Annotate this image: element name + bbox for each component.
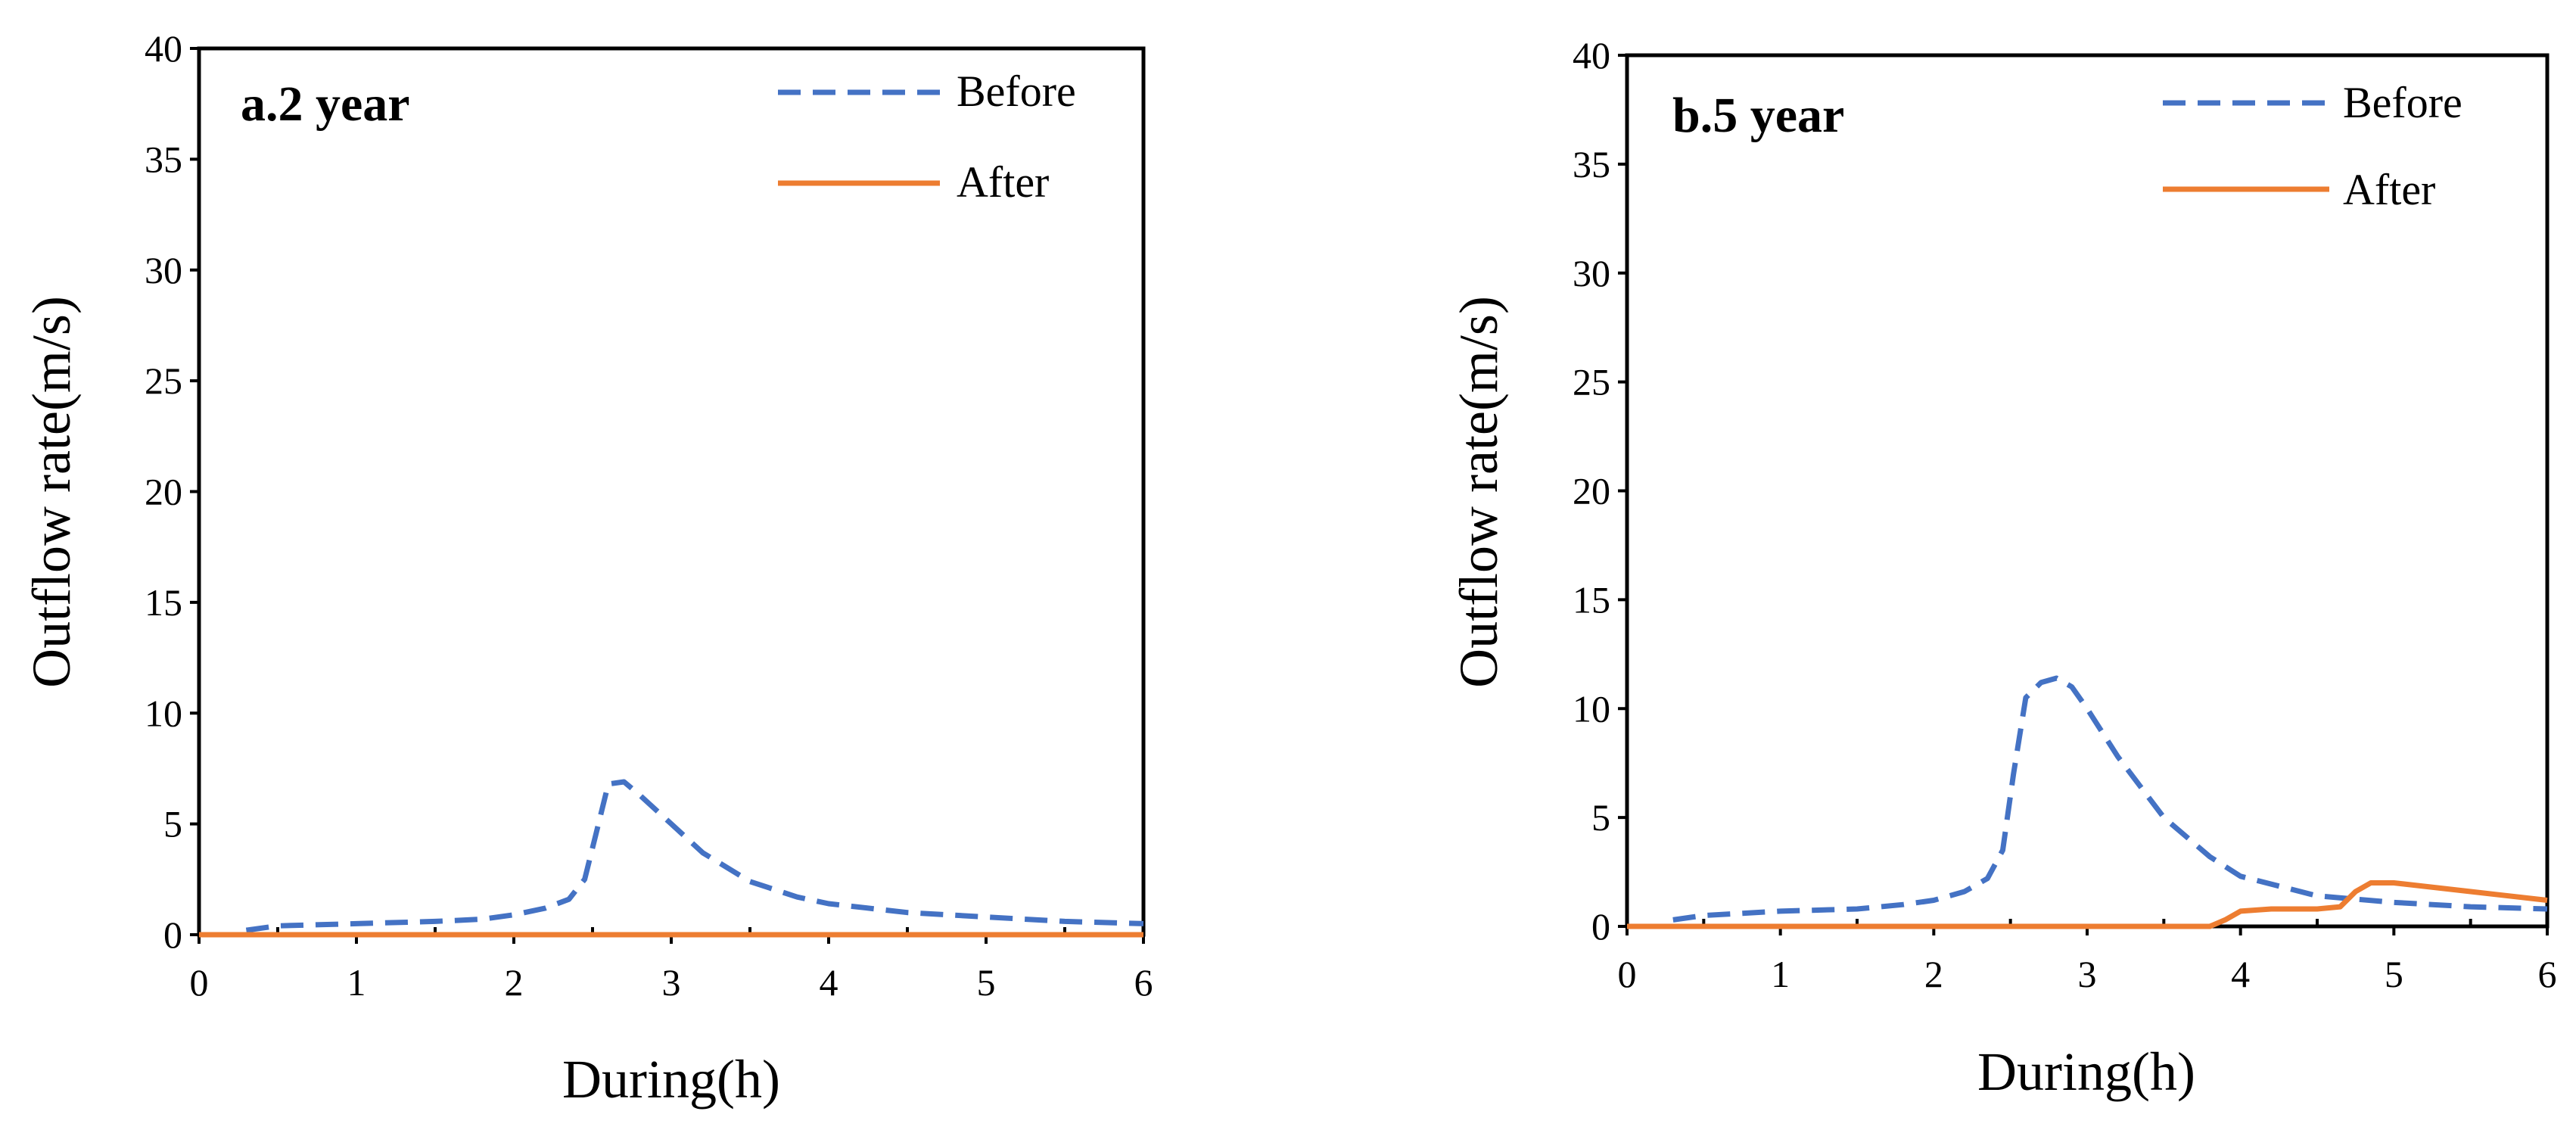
panel-a-y-tick-label: 40 — [145, 27, 182, 70]
panel-b-y-tick-label: 20 — [1573, 470, 1610, 512]
panel-a-y-tick-label: 5 — [163, 803, 182, 845]
panel-a-y-tick-label: 20 — [145, 471, 182, 513]
panel-b-series-after-line — [1627, 880, 2548, 929]
panel-a-x-axis-title: During(h) — [562, 1049, 780, 1110]
panel-a-legend: Before After — [778, 67, 1076, 207]
panel-b-series-before-line — [1672, 675, 2548, 923]
panel-b-y-tick-labels: 0 5 10 15 20 25 30 35 40 — [1573, 34, 1610, 948]
panel-b-legend-after-label: After — [2343, 165, 2435, 214]
panel-a-legend-before-label: Before — [957, 67, 1076, 116]
panel-b-y-tick-label: 25 — [1573, 361, 1610, 403]
panel-b-legend: Before After — [2163, 78, 2462, 214]
panel-b-x-tick-label: 0 — [1618, 953, 1637, 995]
panel-a-y-tick-label: 15 — [145, 581, 182, 624]
panel-b-x-tick-label: 4 — [2231, 953, 2250, 995]
panel-a-y-tick-label: 10 — [145, 692, 182, 734]
panel-a-y-tick-label: 35 — [145, 138, 182, 180]
panel-b-x-tick-labels: 0 1 2 3 4 5 6 — [1618, 953, 2557, 995]
panel-a-x-tick-label: 1 — [347, 961, 366, 1004]
panel-a-title: a.2 year — [241, 76, 410, 132]
panel-a-y-tick-label: 25 — [145, 360, 182, 402]
panel-b-y-tick-label: 30 — [1573, 252, 1610, 294]
panel-a-y-axis-title: Outflow rate(m/s) — [21, 296, 82, 688]
panel-b-y-tick-label: 40 — [1573, 34, 1610, 76]
panel-b-y-tick-label: 15 — [1573, 578, 1610, 621]
panel-a-series-before-line — [245, 779, 1144, 933]
panel-a-y-tick-label: 0 — [163, 914, 182, 956]
panel-b-y-tick-label: 5 — [1591, 796, 1610, 839]
panel-a-legend-after-label: After — [957, 157, 1049, 207]
panel-b-x-tick-label: 1 — [1771, 953, 1790, 995]
panel-b-y-axis-title: Outflow rate(m/s) — [1448, 296, 1509, 688]
panel-a-x-tick-label: 6 — [1134, 961, 1153, 1004]
panel-b-ticks — [1618, 54, 2549, 935]
panel-a-y-tick-label: 30 — [145, 249, 182, 291]
panel-b-y-tick-label: 35 — [1573, 143, 1610, 185]
panel-b-x-tick-label: 5 — [2385, 953, 2403, 995]
panel-a-x-tick-labels: 0 1 2 3 4 5 6 — [190, 961, 1153, 1004]
panel-b-x-tick-label: 3 — [2078, 953, 2097, 995]
panel-b-y-tick-label: 0 — [1591, 905, 1610, 948]
panel-b-x-axis-title: During(h) — [1977, 1041, 2195, 1102]
panel-a-series — [199, 779, 1144, 938]
panel-b-y-tick-label: 10 — [1573, 687, 1610, 730]
panel-a-y-tick-labels: 0 5 10 15 20 25 30 35 40 — [145, 27, 182, 956]
panel-a: 0 5 10 15 20 25 30 35 40 0 1 2 3 4 5 6 a.2 year During… — [21, 27, 1153, 1110]
panel-b-legend-before-label: Before — [2343, 78, 2462, 127]
panel-a-x-tick-label: 0 — [190, 961, 209, 1004]
panel-b-x-tick-label: 6 — [2538, 953, 2557, 995]
panel-a-x-tick-label: 2 — [505, 961, 524, 1004]
panel-b-title: b.5 year — [1672, 88, 1844, 143]
panel-b-x-tick-label: 2 — [1924, 953, 1943, 995]
panel-a-x-tick-label: 4 — [820, 961, 838, 1004]
panel-b: 0 5 10 15 20 25 30 35 40 0 1 2 3 4 5 6 b.5 year During… — [1448, 34, 2557, 1102]
panel-b-series — [1627, 675, 2548, 929]
panel-a-x-tick-label: 3 — [662, 961, 681, 1004]
panel-a-x-tick-label: 5 — [977, 961, 996, 1004]
